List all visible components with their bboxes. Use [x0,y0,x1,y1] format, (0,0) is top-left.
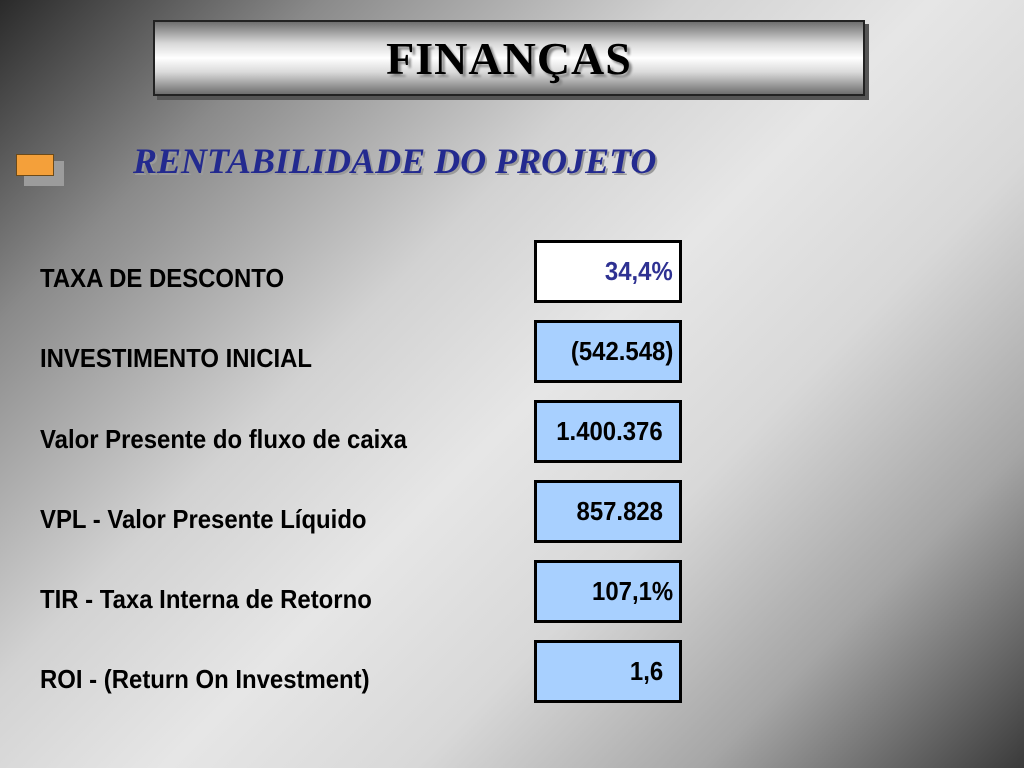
value-discount-rate: 34,4% [605,256,673,286]
value-irr: 107,1% [591,576,673,606]
value-npv: 857.828 [576,496,663,526]
section-subtitle: RENTABILIDADE DO PROJETO [133,141,657,181]
row-label-npv: VPL - Valor Presente Líquido [40,504,367,534]
value-box-initial-investment: (542.548) [534,320,682,383]
page-title: FINANÇAS [386,32,632,84]
row-label-present-value: Valor Presente do fluxo de caixa [40,424,407,454]
row-label-initial-investment: INVESTIMENTO INICIAL [40,343,313,373]
bullet-icon [16,154,54,176]
value-box-present-value: 1.400.376 [534,400,682,463]
title-banner: FINANÇAS [153,20,865,96]
value-box-roi: 1,6 [534,640,682,703]
value-initial-investment: (542.548) [570,336,673,366]
value-box-discount-rate: 34,4% [534,240,682,303]
row-label-irr: TIR - Taxa Interna de Retorno [40,584,372,614]
row-label-discount-rate: TAXA DE DESCONTO [40,263,285,293]
value-box-irr: 107,1% [534,560,682,623]
value-present-value: 1.400.376 [556,416,663,446]
value-box-npv: 857.828 [534,480,682,543]
value-roi: 1,6 [629,656,663,686]
row-label-roi: ROI - (Return On Investment) [40,664,370,694]
